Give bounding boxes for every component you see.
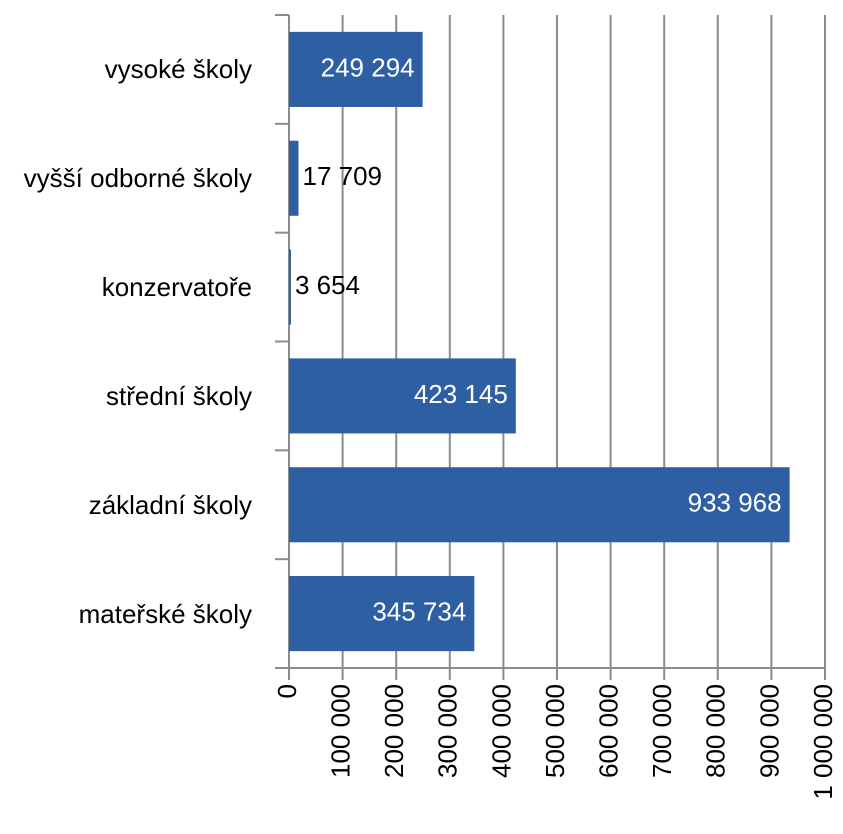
category-label-box: mateřské školy: [0, 559, 252, 668]
data-label: 345 734: [372, 596, 466, 626]
x-tick-label: 900 000: [754, 684, 784, 778]
x-tick-label: 0: [272, 684, 302, 698]
x-tick-label: 800 000: [701, 684, 731, 778]
bar: [289, 467, 790, 543]
y-tick-label: mateřské školy: [78, 598, 252, 629]
category-label-box: střední školy: [0, 342, 252, 451]
bar: [289, 31, 423, 107]
category-label-box: základní školy: [0, 450, 252, 559]
data-label: 423 145: [414, 379, 508, 409]
bar: [289, 358, 516, 434]
x-tick-label: 700 000: [647, 684, 677, 778]
y-tick-label: vyšší odborné školy: [23, 163, 252, 194]
x-tick-label: 400 000: [486, 684, 516, 778]
x-tick-label: 1 000 000: [808, 684, 838, 800]
data-label: 17 709: [302, 161, 382, 191]
bar: [289, 249, 291, 325]
x-tick-label: 600 000: [593, 684, 623, 778]
category-label-box: vysoké školy: [0, 15, 252, 124]
y-tick-label: vysoké školy: [104, 54, 252, 85]
x-tick-label: 500 000: [540, 684, 570, 778]
data-label: 933 968: [688, 488, 782, 518]
x-tick-label: 300 000: [433, 684, 463, 778]
category-label-box: vyšší odborné školy: [0, 124, 252, 233]
bar: [289, 140, 299, 216]
y-tick-label: konzervatoře: [101, 272, 252, 303]
bar: [289, 576, 475, 652]
data-label: 249 294: [321, 52, 415, 82]
data-label: 3 654: [295, 270, 360, 300]
x-tick-label: 100 000: [325, 684, 355, 778]
y-tick-label: základní školy: [88, 489, 252, 520]
y-tick-label: střední školy: [106, 380, 252, 411]
category-label-box: konzervatoře: [0, 233, 252, 342]
x-tick-label: 200 000: [379, 684, 409, 778]
